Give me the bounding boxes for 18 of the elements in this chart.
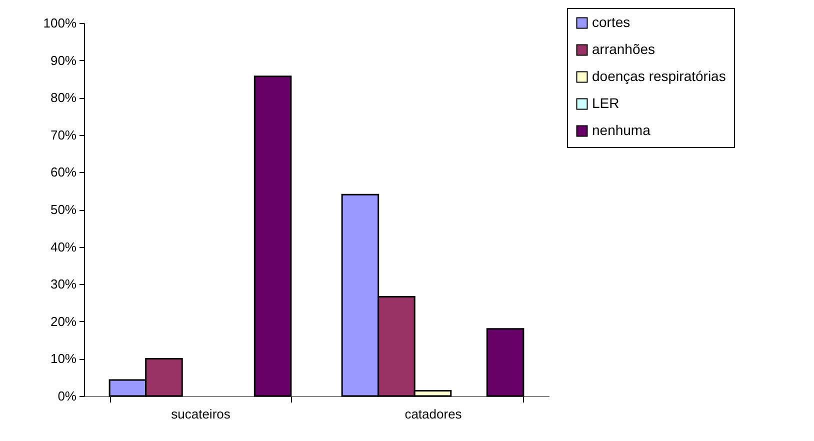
legend-label: nenhuma xyxy=(592,122,651,138)
legend-label: doenças respiratórias xyxy=(592,68,726,84)
y-tick-label: 80% xyxy=(50,90,77,106)
y-tick-label: 40% xyxy=(50,239,77,254)
y-tick-label: 0% xyxy=(58,388,77,404)
legend-label: LER xyxy=(592,95,620,111)
x-tick-label: sucateiros xyxy=(171,406,231,422)
y-tick-label: 100% xyxy=(43,16,77,30)
legend-label: arranhões xyxy=(592,41,656,57)
y-tick-label: 30% xyxy=(50,276,77,292)
y-tick-label: 70% xyxy=(50,127,77,142)
y-tick-label: 10% xyxy=(50,351,77,366)
x-tick-label: catadores xyxy=(404,406,462,422)
legend-label: cortes xyxy=(592,14,630,30)
y-tick-label: 20% xyxy=(50,314,77,329)
y-tick-label: 50% xyxy=(50,202,77,217)
y-tick-label: 90% xyxy=(50,52,77,68)
y-tick-label: 60% xyxy=(50,164,77,180)
